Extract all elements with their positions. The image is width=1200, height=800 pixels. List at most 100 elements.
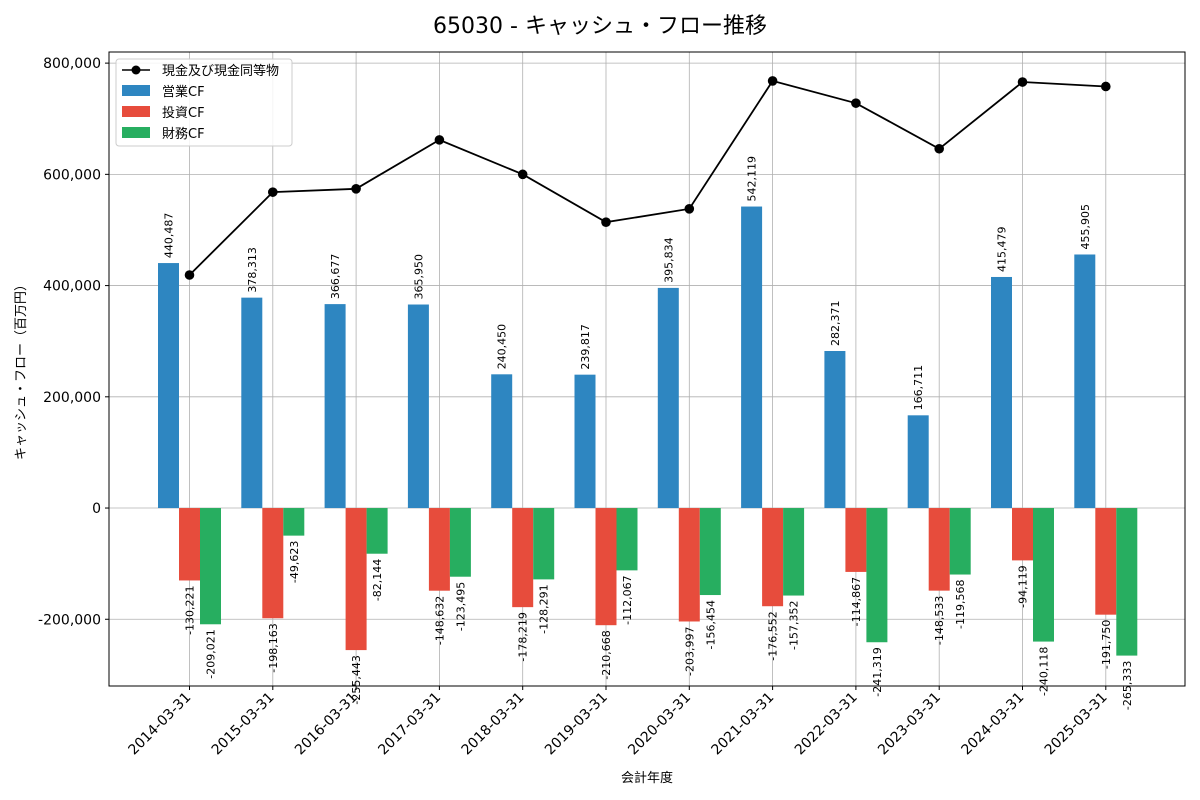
investing-cf-value-label: -203,997 <box>683 626 696 675</box>
operating-cf-value-label: 440,487 <box>163 213 176 259</box>
financing-cf-bar <box>533 508 555 580</box>
legend-swatch-investing <box>122 106 150 117</box>
investing-cf-value-label: -148,632 <box>433 596 446 645</box>
legend-label-investing: 投資CF <box>162 105 205 121</box>
financing-cf-value-label: -128,291 <box>538 584 551 633</box>
operating-cf-value-label: 395,834 <box>662 237 675 283</box>
x-tick-label: 2015-03-31 <box>209 690 278 759</box>
y-tick-label: 0 <box>92 501 101 517</box>
x-tick-label: 2017-03-31 <box>375 690 444 759</box>
financing-cf-bar <box>1033 508 1054 642</box>
operating-cf-value-label: 282,371 <box>829 300 842 346</box>
y-tick-label: 400,000 <box>43 279 101 295</box>
cash-line-point <box>934 143 944 154</box>
investing-cf-bar <box>1012 508 1033 561</box>
x-tick-label: 2014-03-31 <box>125 690 194 759</box>
operating-cf-bar <box>991 276 1012 509</box>
financing-cf-value-label: -156,454 <box>704 600 717 649</box>
cash-line-point <box>684 204 695 214</box>
operating-cf-bar <box>741 206 763 509</box>
x-axis-ticks: 2014-03-31 2015-03-31 2016-03-31 2017-03-31… <box>125 686 1111 759</box>
investing-cf-bar <box>845 508 867 572</box>
cash-line-path <box>188 79 1106 276</box>
financing-cf-bar <box>616 508 638 571</box>
cash-line-point <box>268 187 278 197</box>
financing-cf-bar <box>699 508 721 596</box>
investing-cf-value-label: -255,443 <box>350 655 363 704</box>
financing-cf-bar <box>783 508 805 596</box>
operating-cf-bar <box>241 297 263 509</box>
investing-cf-bar <box>428 508 450 591</box>
investing-cf-value-label: -114,867 <box>850 577 863 626</box>
x-tick-label: 2025-03-31 <box>1042 690 1111 759</box>
legend-label-operating: 営業CF <box>162 84 205 100</box>
investing-cf-value-label: -210,668 <box>600 630 613 679</box>
bars <box>158 206 1138 656</box>
operating-cf-value-label: 542,119 <box>746 156 759 202</box>
investing-cf-value-label: -178,219 <box>517 612 530 661</box>
x-axis-label: 会計年度 <box>621 770 673 786</box>
operating-cf-bar <box>324 304 346 509</box>
investing-cf-value-label: -148,533 <box>933 596 946 645</box>
operating-cf-bar <box>907 415 929 509</box>
financing-cf-value-label: -157,352 <box>788 601 801 650</box>
cash-line-point <box>434 135 445 145</box>
cash-line-point <box>851 98 861 108</box>
investing-cf-bar <box>595 508 617 626</box>
legend-swatch-financing <box>122 127 150 138</box>
financing-cf-bar <box>949 508 971 575</box>
y-axis-label: キャッシュ・フロー（百万円） <box>14 278 29 460</box>
investing-cf-bar <box>762 508 784 607</box>
operating-cf-value-label: 240,450 <box>496 324 509 370</box>
cash-line-point <box>767 76 778 86</box>
financing-cf-bar <box>1116 508 1138 656</box>
legend-label-financing: 財務CF <box>162 127 205 142</box>
x-tick-label: 2018-03-31 <box>459 690 528 759</box>
investing-cf-bar <box>928 508 950 591</box>
financing-cf-value-label: -82,144 <box>371 559 384 601</box>
investing-cf-value-label: -130,221 <box>184 585 197 634</box>
chart-title: 65030 - キャッシュ・フロー推移 <box>433 14 767 39</box>
y-tick-label: -200,000 <box>38 612 101 628</box>
cash-line-point <box>184 270 195 280</box>
x-tick-label: 2020-03-31 <box>625 690 694 759</box>
legend-line-marker <box>131 65 141 75</box>
investing-cf-bar <box>262 508 284 619</box>
financing-cf-value-label: -119,568 <box>954 580 967 629</box>
financing-cf-bar <box>866 508 888 643</box>
legend: 現金及び現金同等物 営業CF 投資CF 財務CF <box>115 58 293 147</box>
financing-cf-value-label: -112,067 <box>621 575 634 624</box>
financing-cf-value-label: -49,623 <box>288 541 301 583</box>
x-tick-label: 2019-03-31 <box>542 690 611 759</box>
operating-cf-value-label: 239,817 <box>579 324 592 370</box>
legend-swatch-operating <box>122 85 150 96</box>
plot-frame <box>108 51 1186 687</box>
operating-cf-bar <box>657 287 679 509</box>
investing-cf-value-label: -176,552 <box>767 611 780 660</box>
operating-cf-bar <box>158 263 179 509</box>
y-tick-label: 600,000 <box>43 167 101 183</box>
operating-cf-bar <box>491 374 513 509</box>
x-tick-label: 2022-03-31 <box>792 690 861 759</box>
operating-cf-value-label: 378,313 <box>246 247 259 293</box>
cash-line-point <box>517 169 528 180</box>
financing-cf-bar <box>200 508 221 625</box>
investing-cf-bar <box>179 508 200 581</box>
investing-cf-value-label: -198,163 <box>267 623 280 672</box>
x-tick-label: 2024-03-31 <box>958 690 1027 759</box>
y-tick-label: 200,000 <box>43 390 101 406</box>
investing-cf-bar <box>678 508 700 622</box>
financing-cf-value-label: -241,319 <box>871 647 884 696</box>
operating-cf-value-label: 166,711 <box>912 365 925 411</box>
x-tick-label: 2016-03-31 <box>292 690 361 759</box>
financing-cf-bar <box>283 508 305 536</box>
y-tick-label: 800,000 <box>43 56 101 72</box>
financing-cf-value-label: -240,118 <box>1038 647 1051 696</box>
investing-cf-value-label: -94,119 <box>1017 565 1030 607</box>
y-axis-ticks: -200,000 0 200,000 400,000 600,000 800,000 <box>38 56 109 628</box>
operating-cf-value-label: 455,905 <box>1079 204 1092 250</box>
legend-box <box>115 58 293 147</box>
financing-cf-value-label: -209,021 <box>205 629 218 678</box>
data-labels: 440,487 378,313 366,677 365,950 240,450 239,8… <box>163 156 1134 710</box>
operating-cf-bar <box>574 374 596 509</box>
